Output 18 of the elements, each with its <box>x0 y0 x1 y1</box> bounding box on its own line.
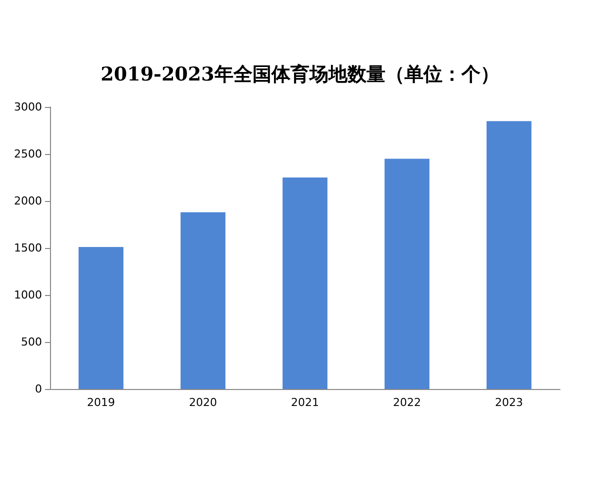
y-tick-label: 1500 <box>14 242 42 254</box>
bar <box>486 121 532 389</box>
bar <box>282 178 328 389</box>
x-tick-label: 2021 <box>291 396 319 409</box>
x-tick-label: 2019 <box>87 396 115 409</box>
x-tick-label: 2022 <box>393 396 421 409</box>
bar <box>78 247 124 389</box>
y-tick-label: 3000 <box>14 100 42 114</box>
y-tick-label: 500 <box>21 336 42 348</box>
x-tick-label: 2020 <box>189 396 217 409</box>
y-tick-label: 1000 <box>14 288 42 302</box>
bar <box>384 158 430 389</box>
y-tick-label: 2000 <box>14 194 42 208</box>
chart-title: 2019-2023年全国体育场地数量（单位：个） <box>100 64 500 86</box>
x-tick-label: 2023 <box>495 396 523 409</box>
bar <box>180 212 226 389</box>
y-tick-label: 0 <box>35 382 42 396</box>
y-tick-label: 2500 <box>14 148 42 160</box>
